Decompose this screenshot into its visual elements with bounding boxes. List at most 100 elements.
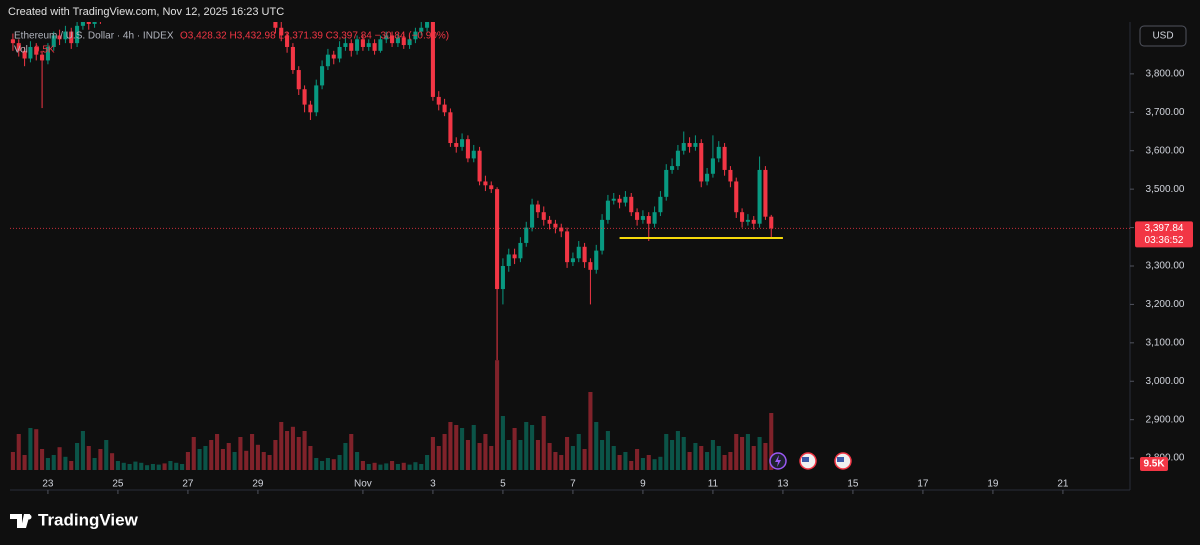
price-tag — [1135, 221, 1193, 248]
volume-bar — [565, 437, 570, 470]
volume-bar — [710, 440, 715, 470]
volume-bar — [512, 428, 517, 470]
volume-bar — [751, 446, 756, 470]
candle-body — [495, 189, 500, 290]
volume-bar — [559, 455, 564, 470]
candle-body — [594, 250, 599, 270]
volume-legend: Vol — [14, 45, 28, 56]
header-bar — [0, 0, 1200, 22]
volume-bar — [687, 452, 692, 470]
volume-bar — [314, 458, 319, 470]
currency-label[interactable]: USD — [1152, 31, 1173, 42]
currency-button[interactable] — [1139, 25, 1187, 47]
volume-bar — [769, 413, 774, 470]
candle-body — [582, 246, 587, 263]
volume-bar — [57, 447, 62, 470]
volume-bar — [384, 463, 389, 470]
volume-bar — [576, 434, 581, 470]
volume-bar — [745, 434, 750, 470]
volume-bar — [86, 446, 91, 470]
candle-body — [635, 212, 640, 220]
logo-dot — [26, 514, 32, 520]
candle-body — [611, 198, 616, 201]
candle-body — [600, 219, 605, 251]
volume-bar — [506, 440, 511, 470]
watermark: Created with TradingView.com, Nov 12, 20… — [8, 6, 284, 18]
candle-body — [325, 54, 330, 67]
candle-body — [413, 31, 418, 40]
ohlc-legend: O3,428.32 H3,432.98 L3,371.39 C3,397.84 … — [180, 31, 449, 42]
candle-body — [442, 104, 447, 113]
candle-body — [740, 212, 745, 222]
x-tick-label: 23 — [42, 479, 54, 490]
volume-bar — [290, 426, 295, 470]
volume-bar — [180, 464, 185, 470]
volume-bar — [605, 431, 610, 470]
volume-bar — [343, 443, 348, 470]
volume-bar — [524, 422, 529, 470]
volume-bar — [413, 462, 418, 470]
candle-body — [302, 89, 307, 105]
candle-body — [710, 158, 715, 174]
candle-body — [617, 198, 622, 203]
volume-bar — [705, 452, 710, 470]
volume-bar — [640, 458, 645, 470]
y-tick-label: 3,600.00 — [1146, 145, 1185, 156]
volume-bar — [500, 416, 505, 470]
volume-bar — [110, 453, 115, 470]
volume-bar — [296, 437, 301, 470]
y-tick-label: 3,500.00 — [1146, 184, 1185, 195]
volume-bar — [191, 437, 196, 470]
candle-body — [273, 22, 278, 28]
candle-body — [320, 66, 325, 86]
candle-body — [769, 216, 774, 229]
y-tick-label: 3,300.00 — [1146, 261, 1185, 272]
volume-bar — [355, 452, 360, 470]
volume-bar — [16, 434, 21, 470]
volume-bar — [139, 462, 144, 470]
x-tick-label: 21 — [1057, 479, 1069, 490]
candle-body — [640, 216, 645, 220]
volume-bar — [156, 464, 161, 470]
candle-body — [705, 173, 710, 182]
volume-bar — [133, 461, 138, 470]
candle-body — [51, 35, 56, 47]
volume-bar — [34, 429, 39, 470]
candle-body — [430, 22, 435, 97]
volume-bar — [460, 428, 465, 470]
candle-body — [366, 43, 371, 47]
volume-bar — [699, 446, 704, 470]
logo-mark — [10, 514, 30, 528]
candle-body — [384, 35, 389, 40]
volume-bar — [320, 461, 325, 470]
candle-body — [541, 212, 546, 220]
candle-body — [477, 150, 482, 182]
volume-bar — [22, 455, 27, 470]
x-tick-label: 9 — [640, 479, 646, 490]
candle-body — [69, 31, 74, 44]
plot-area — [10, 22, 783, 470]
volume-bar — [489, 446, 494, 470]
candle-body — [670, 166, 675, 170]
y-tick-label: 3,100.00 — [1146, 337, 1185, 348]
candle-body — [553, 223, 558, 228]
volume-bar — [471, 425, 476, 470]
candle-body — [407, 39, 412, 46]
volume-bar — [629, 461, 634, 470]
candle-body — [395, 37, 400, 44]
volume-bar — [209, 440, 214, 470]
volume-bar — [530, 425, 535, 470]
candle-body — [378, 39, 383, 51]
volume-bar — [763, 443, 768, 470]
volume-bar — [250, 434, 255, 470]
volume-bar — [197, 449, 202, 470]
x-tick-label: 11 — [708, 479, 719, 490]
price-tag-label: 3,397.84 — [1145, 223, 1184, 234]
y-tick-label: 2,900.00 — [1146, 414, 1185, 425]
volume-bar — [594, 422, 599, 470]
symbol-title: Ethereum / U.S. Dollar · 4h · INDEX — [14, 31, 174, 42]
candle-body — [349, 43, 354, 51]
candle-body — [390, 35, 395, 44]
candle-body — [331, 54, 336, 59]
x-tick-label: 13 — [777, 479, 789, 490]
